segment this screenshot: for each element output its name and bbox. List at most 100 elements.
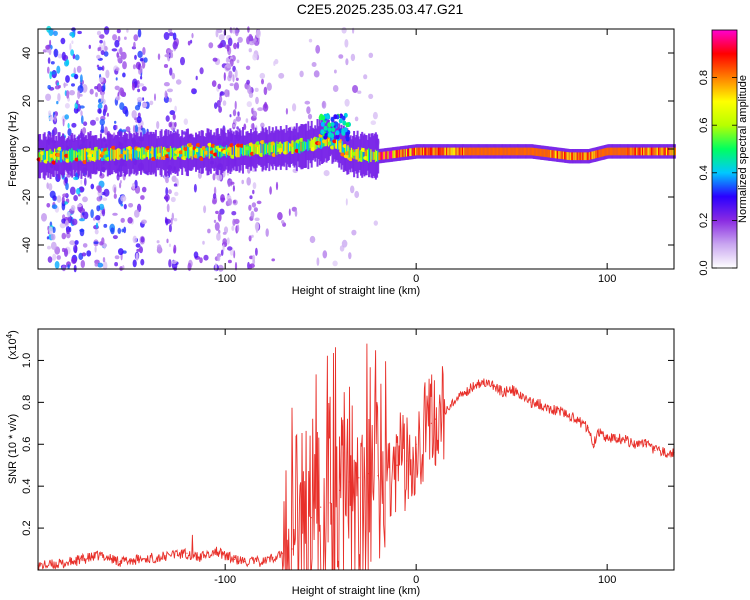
- spectrogram-cell: [47, 151, 50, 161]
- spectrogram-cell: [236, 126, 239, 130]
- spectrogram-cell: [212, 198, 217, 205]
- spectrogram-cell: [69, 186, 76, 195]
- spectrogram-cell: [232, 145, 235, 156]
- snr-y-multiplier: (x104): [5, 330, 19, 360]
- spectrogram-cell: [199, 148, 202, 156]
- spectrogram-cell: [670, 147, 673, 156]
- spectrogram-cell: [237, 111, 240, 117]
- spectrogram-cell: [582, 152, 585, 161]
- spectrogram-cell: [426, 147, 429, 156]
- spectrogram-cell: [81, 148, 84, 162]
- spectrogram-cell: [66, 172, 72, 178]
- spectrogram-cell: [245, 118, 249, 123]
- spectrogram-cell: [408, 148, 411, 157]
- snr-point: [511, 389, 513, 391]
- spectrogram-cell: [116, 29, 121, 34]
- colorbar-tick: 0.4: [698, 165, 737, 180]
- spectrogram-cell: [489, 147, 492, 156]
- spectrogram-cell: [65, 59, 70, 66]
- spectrogram-cell: [64, 220, 69, 227]
- spectrogram-cell: [165, 115, 170, 122]
- snr-point: [396, 464, 398, 466]
- spectrogram-cell: [452, 147, 455, 156]
- spectrogram-cell: [127, 217, 133, 224]
- colorbar-tick-label: 0.4: [698, 165, 710, 180]
- spectrogram-cell: [226, 44, 230, 52]
- spectrogram-cell: [73, 107, 79, 114]
- y-tick: 0: [21, 146, 674, 152]
- spectrogram-cell: [90, 183, 95, 190]
- spectrogram-cell: [144, 148, 147, 159]
- spectrogram-cell: [156, 244, 162, 252]
- spectrogram-cell: [446, 147, 448, 156]
- spectrogram-cell: [83, 148, 86, 162]
- spectrogram-cell: [465, 147, 468, 156]
- spectrogram-cell: [664, 147, 667, 156]
- spectrogram-cell: [223, 72, 226, 81]
- spectrogram-cell: [69, 240, 76, 246]
- spectrogram-cell: [322, 250, 328, 259]
- spectrogram-cell: [189, 146, 192, 158]
- spectrogram-cell: [641, 147, 644, 156]
- spectrogram-cell: [281, 220, 285, 224]
- spectrogram-cell: [101, 237, 105, 245]
- spectrogram-cell: [361, 147, 364, 162]
- spectrogram-cell: [594, 150, 597, 159]
- spectrogram-cell: [171, 72, 176, 80]
- spectrogram-cell: [645, 147, 648, 156]
- spectrogram-cell: [232, 218, 236, 226]
- spectrogram-cell: [421, 147, 424, 156]
- spectrogram-cell: [135, 148, 138, 160]
- spectrogram-cell: [77, 90, 81, 100]
- y-tick-label: -40: [21, 237, 33, 253]
- spectrogram-cell: [88, 44, 92, 50]
- spectrogram-cell: [577, 152, 580, 161]
- spectrogram-cell: [631, 147, 634, 156]
- spectrogram-cell: [363, 148, 366, 162]
- spectrogram-cell: [100, 50, 105, 56]
- spectrogram-cell: [71, 218, 78, 226]
- spectrogram-cell: [435, 147, 438, 156]
- spectrogram-cell: [262, 103, 269, 112]
- spectrogram-cell: [212, 173, 216, 181]
- spectrogram-cell: [309, 235, 316, 244]
- spectrogram-cell: [137, 64, 141, 71]
- spectrogram-cell: [132, 235, 137, 244]
- spectrogram-cell: [168, 32, 174, 37]
- spectrogram-cell: [433, 147, 436, 156]
- spectrogram-cell: [373, 152, 376, 160]
- spectrogram-cell: [638, 147, 641, 156]
- spectrogram-cell: [372, 111, 378, 120]
- spectrogram-cell: [173, 218, 178, 222]
- spectrogram-cell: [120, 217, 125, 223]
- snr-point: [138, 558, 140, 561]
- spectrogram-cell: [321, 115, 326, 121]
- spectrogram-cell: [231, 225, 235, 231]
- spectrogram-cell: [292, 103, 297, 112]
- spectrogram-cell: [170, 148, 173, 158]
- spectrogram-cell: [166, 203, 170, 213]
- snr-point: [224, 554, 226, 556]
- spectrogram-cell: [128, 148, 131, 160]
- spectrogram-cell: [456, 147, 459, 156]
- spectrogram-cell: [235, 145, 238, 157]
- spectrogram-cell: [651, 147, 654, 156]
- spectrogram-cell: [583, 152, 586, 161]
- spectrogram-cell: [115, 96, 121, 101]
- spectrogram-cell: [138, 83, 145, 87]
- spectrogram-cell: [288, 208, 291, 216]
- spectrogram-cell: [643, 147, 646, 156]
- spectrogram-cell: [227, 179, 231, 188]
- spectrogram-cell: [302, 141, 305, 152]
- spectrogram-cell: [118, 248, 124, 256]
- spectrogram-cell: [368, 148, 370, 163]
- spectrogram-cell: [542, 149, 545, 157]
- spectrogram-cell: [345, 198, 348, 206]
- spectrogram-cell: [341, 130, 346, 136]
- spectrogram-cell: [69, 90, 75, 96]
- spectrogram-cell: [395, 150, 398, 158]
- spectrogram-cell: [140, 195, 145, 200]
- spectrogram-cell: [188, 145, 191, 160]
- spectrogram-cell: [547, 149, 550, 158]
- spectrogram-cell: [171, 212, 174, 221]
